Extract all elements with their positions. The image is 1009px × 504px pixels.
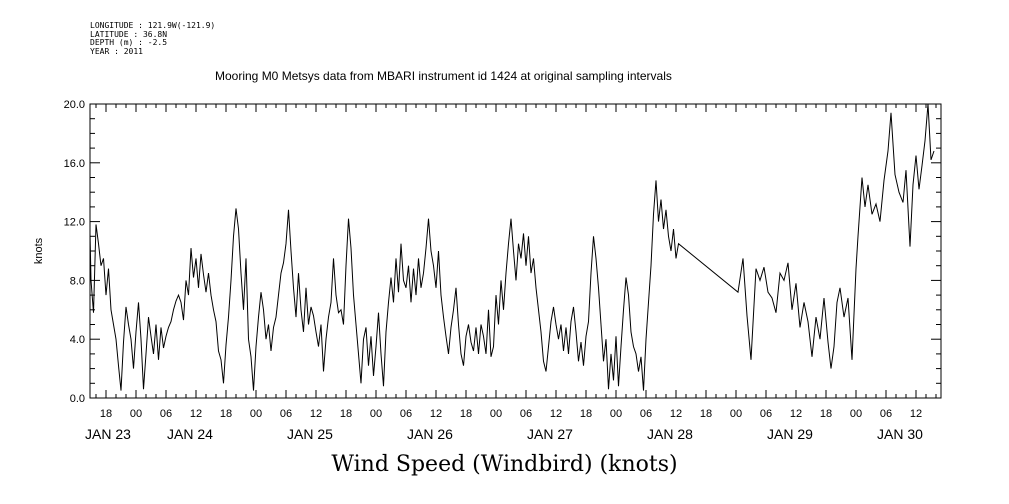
y-tick-label: 4.0 [70, 334, 85, 346]
x-hour-tick-label: 12 [550, 408, 562, 420]
x-hour-tick-label: 12 [670, 408, 682, 420]
y-tick-label: 20.0 [64, 99, 85, 111]
x-hour-tick-label: 00 [370, 408, 382, 420]
x-hour-tick-label: 06 [760, 408, 772, 420]
x-day-label: JAN 23 [85, 426, 131, 442]
y-tick-label: 0.0 [70, 393, 85, 405]
x-hour-tick-label: 12 [310, 408, 322, 420]
x-hour-tick-label: 12 [910, 408, 922, 420]
x-hour-tick-label: 06 [520, 408, 532, 420]
x-day-label: JAN 27 [527, 426, 573, 442]
x-hour-tick-label: 12 [790, 408, 802, 420]
x-hour-tick-label: 00 [250, 408, 262, 420]
x-day-label: JAN 30 [877, 426, 923, 442]
y-tick-label: 16.0 [64, 158, 85, 170]
wind-speed-series-line [89, 103, 935, 391]
x-hour-tick-label: 18 [700, 408, 712, 420]
x-hour-tick-label: 06 [880, 408, 892, 420]
x-hour-tick-label: 06 [640, 408, 652, 420]
x-hour-tick-label: 06 [280, 408, 292, 420]
plot-frame [89, 103, 942, 399]
x-hour-tick-label: 00 [490, 408, 502, 420]
y-tick-label: 8.0 [70, 275, 85, 287]
x-hour-tick-label: 06 [400, 408, 412, 420]
x-hour-tick-label: 18 [820, 408, 832, 420]
x-day-label: JAN 28 [647, 426, 693, 442]
x-hour-tick-label: 18 [100, 408, 112, 420]
meta-longitude: LONGITUDE : 121.9W(-121.9) [90, 21, 216, 30]
meta-latitude: LATITUDE : 36.8N [90, 29, 168, 39]
x-hour-tick-label: 18 [340, 408, 352, 420]
x-hour-tick-label: 00 [730, 408, 742, 420]
x-hour-tick-label: 12 [430, 408, 442, 420]
x-hour-tick-label: 00 [610, 408, 622, 420]
x-hour-tick-label: 18 [580, 408, 592, 420]
x-day-label: JAN 24 [167, 426, 213, 442]
x-day-label: JAN 29 [767, 426, 813, 442]
x-hour-tick-label: 06 [160, 408, 172, 420]
meta-year: YEAR : 2011 [90, 46, 143, 56]
y-axis-label: knots [33, 237, 45, 264]
x-hour-tick-label: 18 [220, 408, 232, 420]
x-day-label: JAN 25 [287, 426, 333, 442]
y-tick-label: 12.0 [64, 217, 85, 229]
x-hour-tick-label: 00 [130, 408, 142, 420]
x-hour-tick-label: 00 [850, 408, 862, 420]
x-axis-caption: Wind Speed (Windbird) (knots) [331, 452, 678, 477]
x-hour-tick-label: 12 [190, 408, 202, 420]
x-hour-tick-label: 18 [460, 408, 472, 420]
chart-title: Mooring M0 Metsys data from MBARI instru… [215, 69, 672, 83]
x-day-label: JAN 26 [407, 426, 453, 442]
meta-depth: DEPTH (m) : -2.5 [90, 38, 168, 47]
